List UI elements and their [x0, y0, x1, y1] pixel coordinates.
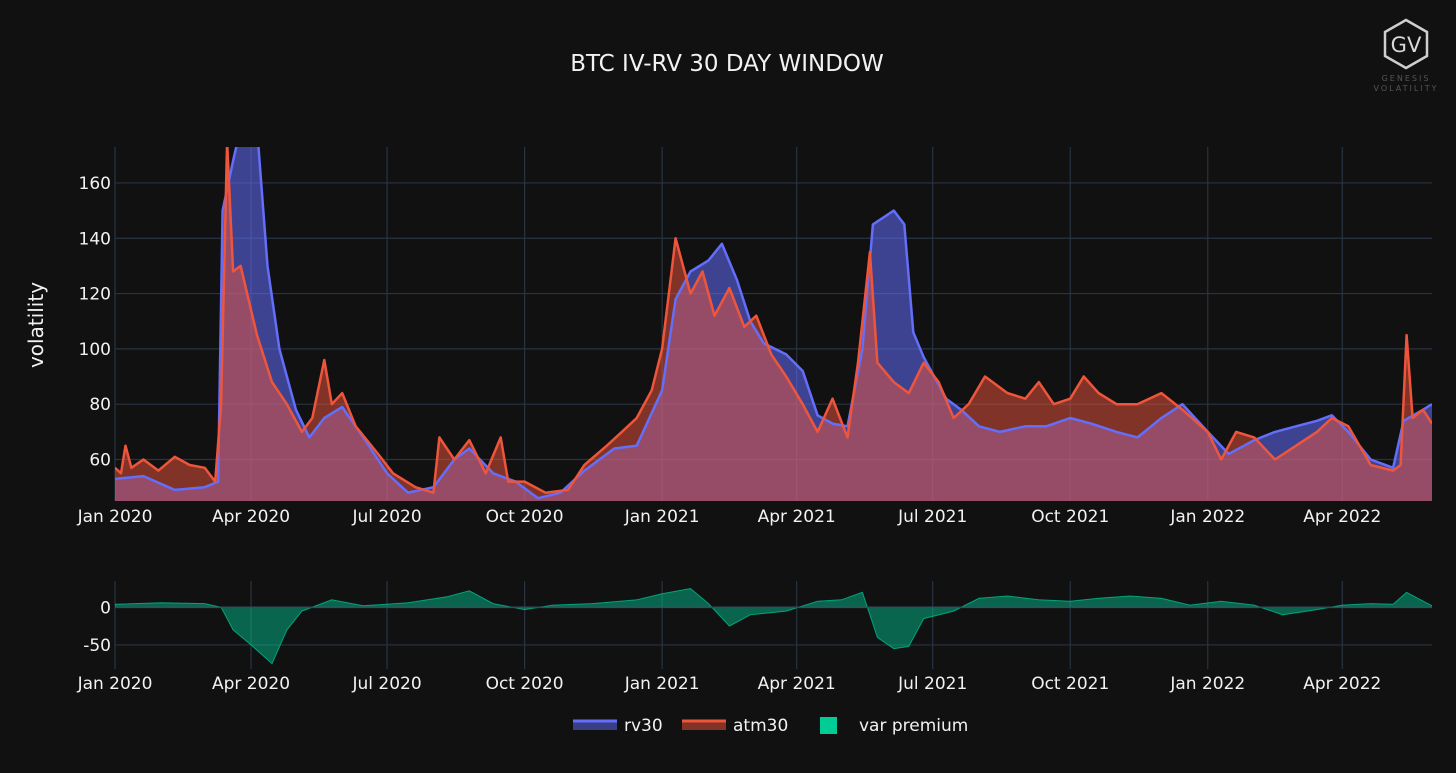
- logo-hexagon-icon: [1383, 18, 1429, 70]
- main-xtick-label: Apr 2021: [758, 507, 836, 527]
- y-axis-label: volatility: [24, 282, 48, 368]
- sub-plot-area: [115, 587, 1432, 665]
- main-plot-area: [115, 147, 1432, 501]
- main-ytick-label: 100: [79, 340, 111, 360]
- legend-label: rv30: [624, 716, 663, 736]
- sub-xtick-label: Jul 2021: [897, 674, 967, 694]
- sub-axes: 0 -50 Jan 2020 Apr 2020 Jul 2020 Oct 2020 Jan …: [77, 598, 1382, 694]
- main-xtick-label: Jul 2020: [351, 507, 421, 527]
- legend-swatch: [820, 717, 837, 734]
- chart-title: BTC IV-RV 30 DAY WINDOW: [570, 51, 884, 77]
- sub-ytick-label: 0: [100, 598, 111, 618]
- sub-xtick-label: Apr 2021: [758, 674, 836, 694]
- main-ytick-label: 120: [79, 285, 111, 305]
- main-xtick-label: Jul 2021: [897, 507, 967, 527]
- main-ytick-label: 140: [79, 229, 111, 249]
- legend-label: atm30: [733, 716, 788, 736]
- logo-initials: GV: [1391, 33, 1422, 57]
- sub-xtick-label: Apr 2020: [212, 674, 290, 694]
- main-xtick-label: Oct 2021: [1031, 507, 1109, 527]
- sub-xtick-label: Jul 2020: [351, 674, 421, 694]
- sub-xtick-label: Oct 2021: [1031, 674, 1109, 694]
- sub-xtick-label: Oct 2020: [486, 674, 564, 694]
- legend-item-atm30[interactable]: atm30: [682, 716, 788, 736]
- atm30-line: [115, 147, 1432, 494]
- rv30-line: [115, 147, 1432, 500]
- legend: rv30 atm30 var premium: [573, 716, 968, 736]
- main-xtick-label: Jan 2020: [77, 507, 153, 527]
- sub-xtick-label: Apr 2022: [1303, 674, 1381, 694]
- sub-xtick-label: Jan 2022: [1169, 674, 1245, 694]
- main-ytick-label: 60: [89, 451, 111, 471]
- genesis-volatility-logo: GV GENESIS VOLATILITY: [1374, 18, 1439, 93]
- atm30-area: [115, 147, 1432, 501]
- legend-item-var-premium[interactable]: var premium: [820, 716, 968, 736]
- legend-swatch: [682, 720, 726, 730]
- main-ytick-label: 160: [79, 174, 111, 194]
- main-xtick-label: Oct 2020: [486, 507, 564, 527]
- logo-line2: VOLATILITY: [1374, 84, 1439, 93]
- main-axes: 60 80 100 120 140 160 Jan 2020 Apr 2020 Jul 2020…: [77, 174, 1382, 527]
- legend-swatch: [573, 720, 617, 730]
- legend-item-rv30[interactable]: rv30: [573, 716, 663, 736]
- sub-xtick-label: Jan 2021: [624, 674, 700, 694]
- main-xtick-label: Apr 2020: [212, 507, 290, 527]
- logo-line1: GENESIS: [1382, 74, 1431, 83]
- sub-ytick-label: -50: [83, 636, 111, 656]
- main-ytick-label: 80: [89, 395, 111, 415]
- main-xtick-label: Jan 2021: [624, 507, 700, 527]
- main-xtick-label: Apr 2022: [1303, 507, 1381, 527]
- sub-xtick-label: Jan 2020: [77, 674, 153, 694]
- main-xtick-label: Jan 2022: [1169, 507, 1245, 527]
- legend-label: var premium: [859, 716, 968, 736]
